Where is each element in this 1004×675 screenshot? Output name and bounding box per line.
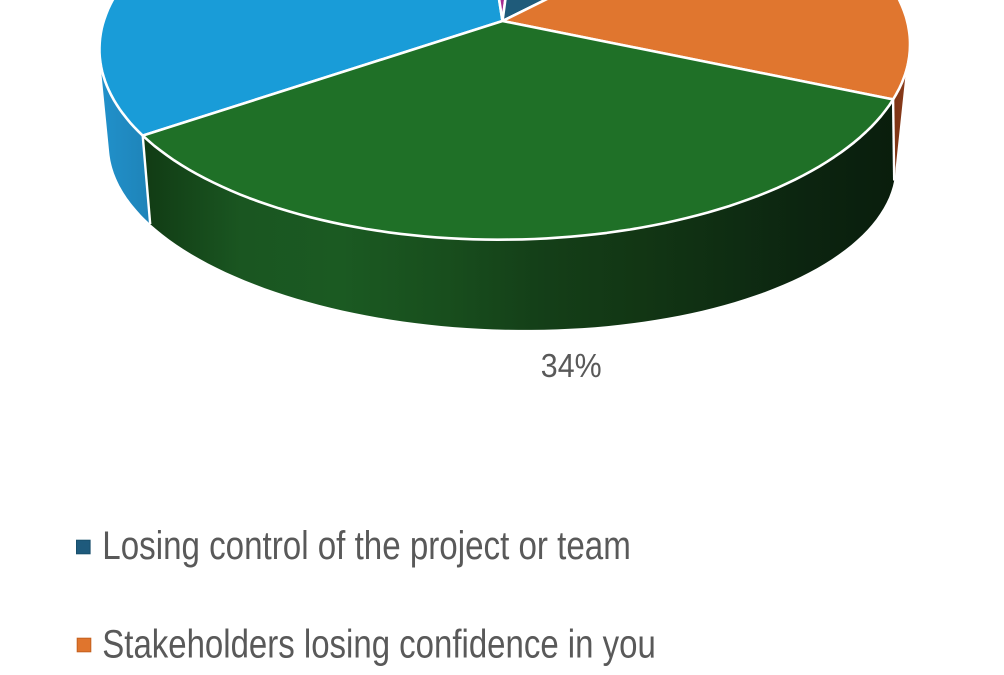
svg-text:Stakeholders losing confidence: Stakeholders losing confidence in you (102, 623, 656, 667)
svg-text:Losing control of the project: Losing control of the project or team (102, 524, 631, 568)
svg-text:34%: 34% (541, 348, 602, 385)
